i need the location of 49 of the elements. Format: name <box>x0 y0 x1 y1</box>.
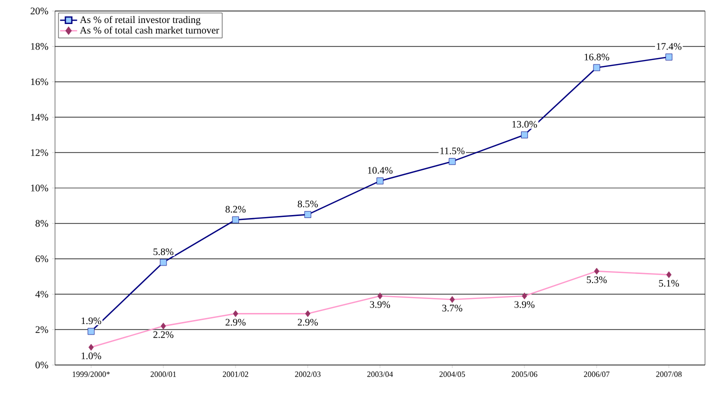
point <box>232 216 239 224</box>
point <box>160 258 167 266</box>
point <box>593 64 600 72</box>
y-tick-label: 6% <box>36 255 48 262</box>
point <box>304 211 312 218</box>
data-label: 10.4% <box>368 166 393 174</box>
data-label: 8.2% <box>226 206 246 213</box>
y-tick-label: 4% <box>35 290 48 298</box>
data-label: 13.0% <box>512 120 537 128</box>
data-label: 5.8% <box>154 248 174 256</box>
data-label: 11.5% <box>440 147 465 154</box>
y-tick-label: 0% <box>36 362 48 368</box>
point <box>665 54 672 60</box>
data-label: 3.7% <box>442 304 462 312</box>
data-label: 5.1% <box>659 280 679 287</box>
data-label: 2.9% <box>226 318 246 326</box>
legend-label: As % of total cash market turnover <box>80 26 220 34</box>
point <box>521 132 528 138</box>
y-tick-label: 12% <box>31 149 48 156</box>
point <box>160 322 166 330</box>
point <box>450 296 455 303</box>
data-label: 3.9% <box>370 301 390 308</box>
data-label: 2.9% <box>298 318 318 326</box>
point <box>232 310 238 318</box>
point <box>88 328 95 335</box>
y-tick-label: 18% <box>31 43 48 50</box>
data-label: 8.5% <box>298 200 318 208</box>
data-label: 1.9% <box>82 317 102 324</box>
y-tick-label: 2% <box>36 326 48 333</box>
data-label: 5.3% <box>586 276 607 284</box>
y-tick-label: 16% <box>31 78 48 86</box>
point <box>522 292 528 300</box>
data-label: 17.4% <box>656 43 682 50</box>
point <box>448 158 456 165</box>
y-tick-label: 8% <box>36 220 48 227</box>
point <box>88 344 94 351</box>
y-tick-label: 20% <box>30 8 48 14</box>
data-label: 2.2% <box>153 331 174 338</box>
point <box>666 271 672 278</box>
data-label: 16.8% <box>584 54 610 60</box>
data-label: 1.0% <box>82 352 102 360</box>
point <box>305 310 310 318</box>
y-tick-label: 10% <box>31 184 48 192</box>
data-label: 3.9% <box>514 301 534 308</box>
point <box>376 178 384 184</box>
point <box>377 292 383 300</box>
y-tick-label: 14% <box>31 114 48 121</box>
legend-label: As % of retail investor trading <box>80 16 200 26</box>
point <box>594 268 600 275</box>
